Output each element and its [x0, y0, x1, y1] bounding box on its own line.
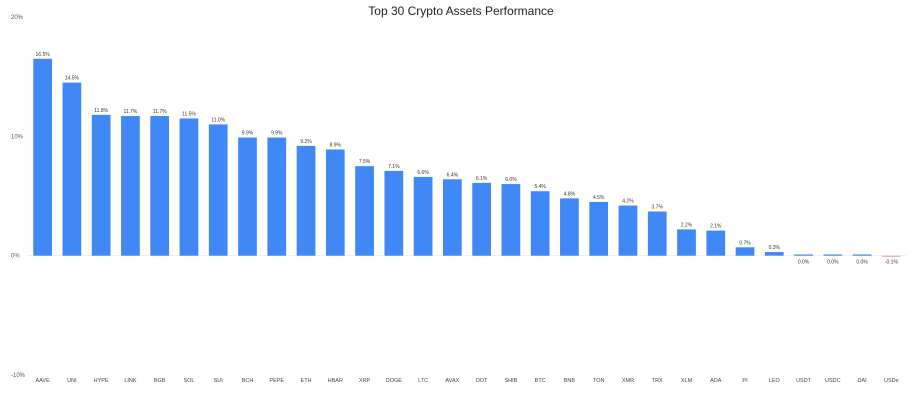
x-tick-label: LTC	[418, 378, 428, 384]
x-tick-label: TON	[593, 378, 605, 384]
chart-title: Top 30 Crypto Assets Performance	[368, 4, 554, 18]
y-tick-label: 0%	[11, 254, 20, 260]
data-label: 6.0%	[505, 177, 517, 183]
x-tick-label: XMR	[622, 378, 634, 384]
bar	[823, 254, 843, 256]
data-label: 6.1%	[476, 176, 488, 182]
bar	[384, 170, 404, 256]
bar	[560, 198, 579, 256]
x-tick-label: DOGE	[386, 378, 403, 384]
x-tick-label: BGB	[154, 378, 166, 384]
x-tick-label: LEO	[769, 378, 781, 384]
bar	[121, 116, 140, 256]
x-tick-label: USDC	[825, 378, 841, 384]
bar	[179, 118, 199, 256]
bar	[413, 176, 433, 256]
data-label: 4.2%	[622, 199, 634, 205]
x-tick-label: XRP	[359, 378, 371, 384]
data-label: 11.5%	[182, 111, 196, 117]
bar	[882, 255, 901, 257]
data-label: 6.4%	[447, 172, 459, 178]
bar	[238, 137, 257, 256]
x-tick-label: ETH	[301, 378, 312, 384]
data-label: 11.8%	[94, 108, 108, 114]
x-tick-label: HYPE	[94, 378, 109, 384]
data-label: 7.5%	[359, 159, 371, 165]
data-label: 4.8%	[564, 191, 576, 197]
x-tick-label: XLM	[681, 378, 693, 384]
x-tick-label: PEPE	[269, 378, 284, 384]
bar	[735, 247, 755, 256]
x-tick-label: AVAX	[445, 378, 459, 384]
data-label: 7.1%	[388, 164, 400, 170]
bar	[325, 149, 345, 256]
bar	[443, 179, 462, 256]
bar	[62, 82, 82, 256]
x-tick-label: LINK	[124, 378, 137, 384]
bar	[647, 211, 667, 256]
y-tick-label: 10%	[11, 134, 24, 140]
x-tick-label: HBAR	[328, 378, 343, 384]
x-tick-label: BTC	[535, 378, 546, 384]
data-label: 0.0%	[856, 260, 868, 266]
x-tick-label: BCH	[242, 378, 254, 384]
bar	[764, 252, 784, 256]
data-label: 0.7%	[739, 240, 751, 246]
bar	[794, 254, 813, 256]
bar	[852, 254, 872, 256]
data-label: 2.1%	[710, 224, 722, 230]
data-label: 0.0%	[798, 260, 810, 266]
data-label: -0.1%	[885, 260, 899, 266]
y-tick-label: 20%	[11, 15, 24, 21]
data-label: 9.9%	[271, 131, 283, 137]
data-label: 6.6%	[417, 170, 429, 176]
x-tick-label: TRX	[652, 378, 663, 384]
data-label: 11.7%	[153, 109, 167, 115]
data-label: 5.4%	[534, 184, 546, 190]
bar	[267, 137, 287, 256]
data-label: 11.7%	[124, 109, 138, 115]
bar	[706, 230, 726, 256]
x-tick-label: SUI	[214, 378, 224, 384]
data-label: 0.0%	[827, 260, 839, 266]
x-tick-label: UNI	[67, 378, 77, 384]
data-label: 14.5%	[65, 76, 80, 82]
x-tick-label: SOL	[183, 378, 194, 384]
data-label: 0.3%	[769, 245, 781, 251]
x-tick-label: USDT	[796, 378, 812, 384]
x-tick-label: SHIB	[504, 378, 517, 384]
bar	[677, 229, 696, 256]
x-tick-label: USDe	[884, 378, 899, 384]
bar	[355, 166, 374, 256]
bar	[296, 145, 316, 256]
bar	[589, 201, 609, 256]
bar	[91, 114, 111, 256]
x-tick-label: DOT	[476, 378, 488, 384]
data-label: 9.9%	[242, 131, 254, 137]
bar	[618, 205, 638, 256]
data-label: 11.0%	[211, 117, 225, 123]
x-tick-label: ADA	[710, 378, 722, 384]
bar	[33, 58, 52, 256]
x-tick-label: BNB	[564, 378, 576, 384]
bar	[208, 124, 228, 256]
x-tick-label: DAI	[858, 378, 868, 384]
bar	[150, 116, 170, 256]
data-label: 2.2%	[681, 222, 693, 228]
bar	[530, 191, 550, 256]
x-tick-label: PI	[742, 378, 748, 384]
x-tick-label: AAVE	[36, 378, 51, 384]
bar	[501, 184, 521, 256]
data-label: 9.2%	[300, 139, 312, 145]
bar	[472, 182, 491, 256]
data-label: 16.5%	[36, 52, 51, 58]
data-label: 3.7%	[652, 205, 664, 211]
data-label: 8.9%	[330, 142, 342, 148]
y-tick-label: -10%	[11, 373, 26, 379]
data-label: 4.5%	[593, 195, 605, 201]
